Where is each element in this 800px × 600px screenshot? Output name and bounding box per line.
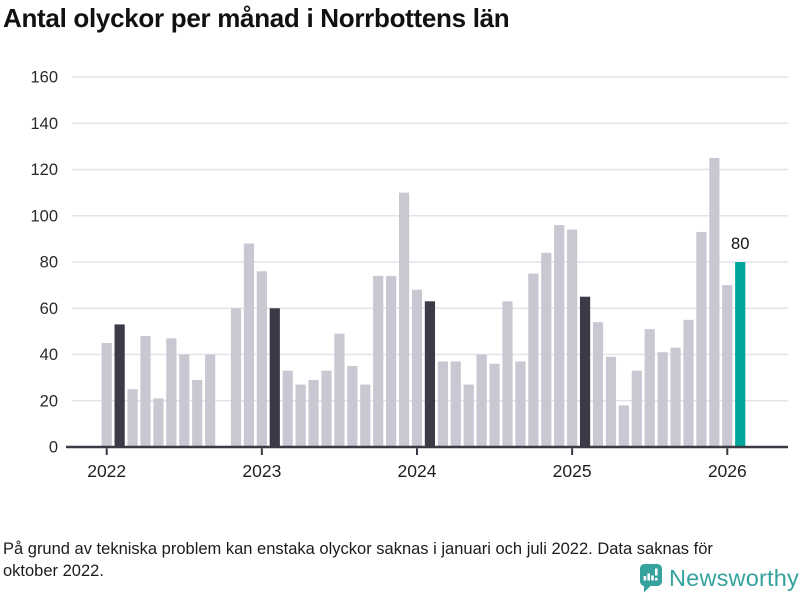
footnote: På grund av tekniska problem kan enstaka… [3, 539, 713, 581]
bar-2024-11 [541, 252, 552, 447]
bar-2023-09 [360, 384, 371, 447]
bar-2024-09 [515, 361, 526, 447]
y-tick-label: 160 [30, 69, 58, 87]
bar-2023-06 [321, 370, 332, 447]
bar-2023-05 [308, 379, 319, 447]
chart-title: Antal olyckor per månad i Norrbottens lä… [3, 3, 510, 33]
bar-2022-12 [243, 243, 255, 447]
bar-2023-07 [334, 333, 345, 447]
bar-2023-08 [347, 366, 358, 447]
bar-2024-06 [476, 354, 487, 447]
bar-2022-11 [230, 308, 242, 447]
bar-2024-01 [411, 289, 423, 447]
y-tick-label: 20 [40, 392, 58, 410]
bar-2022-02 [114, 324, 125, 447]
bar-2025-09 [670, 347, 681, 447]
bar-2026-01 [722, 285, 733, 447]
newsworthy-logo-text: Newsworthy [669, 565, 799, 591]
y-tick-label: 140 [30, 115, 58, 133]
bar-2023-04 [295, 384, 306, 447]
bar-2022-09 [205, 354, 216, 447]
bar-2022-07 [179, 354, 190, 447]
bar-2022-04 [140, 336, 151, 447]
newsworthy-chart-bubble-icon [640, 564, 662, 593]
x-tick-label-2025: 2025 [553, 461, 592, 481]
bar-2024-02 [424, 301, 436, 447]
bar-2025-02 [579, 296, 591, 447]
bar-2022-05 [153, 398, 164, 447]
bar-2025-06 [631, 370, 642, 447]
bar-chart-canvas: 0 20 40 60 80 100 120 140 160 2022 2023 2024 2025 202… [30, 69, 788, 481]
bar-2022-01 [101, 342, 112, 447]
bar-2024-12 [554, 225, 565, 447]
newsworthy-logo-link[interactable]: Newsworthy [640, 564, 799, 593]
x-tick-label-2023: 2023 [242, 461, 281, 481]
y-tick-label: 80 [40, 254, 58, 272]
bar-chart: 0 20 40 60 80 100 120 140 160 2022 2023 2024 2025 202… [0, 60, 800, 490]
y-tick-label: 60 [40, 300, 58, 318]
bar-value-annotation: 80 [731, 235, 749, 253]
bar-2024-08 [502, 301, 513, 447]
bar-2022-08 [192, 379, 203, 447]
bar-2022-03 [127, 389, 138, 447]
x-tick-label-2024: 2024 [398, 461, 437, 481]
bar-2024-05 [463, 384, 474, 447]
bar-2022-06 [166, 338, 177, 447]
bar-2023-11 [386, 275, 397, 447]
y-tick-label: 40 [40, 346, 58, 364]
bar-2025-01 [567, 229, 578, 447]
bar-2025-08 [657, 352, 668, 447]
bar-2025-10 [683, 319, 694, 447]
bar-2024-10 [528, 273, 539, 447]
bar-2023-02 [269, 308, 280, 447]
bar-2025-05 [618, 405, 629, 447]
bar-2023-12 [398, 192, 410, 447]
y-tick-label: 0 [49, 439, 58, 457]
bar-2025-07 [644, 329, 655, 447]
bar-2024-07 [489, 363, 500, 447]
y-tick-label: 100 [30, 207, 58, 225]
bar-2023-03 [282, 370, 293, 447]
bar-2025-04 [605, 356, 617, 447]
bar-2024-04 [450, 361, 461, 447]
bar-2025-11 [696, 231, 707, 447]
x-tick-label-2022: 2022 [87, 461, 126, 481]
x-tick-label-2026: 2026 [708, 461, 747, 481]
bar-2023-01 [256, 271, 267, 447]
bar-2025-12 [709, 157, 720, 447]
bar-2025-03 [592, 322, 604, 447]
y-tick-label: 120 [30, 161, 58, 179]
bar-2026-02 [735, 262, 746, 447]
bar-2024-03 [437, 361, 448, 447]
bar-2023-10 [373, 275, 384, 447]
